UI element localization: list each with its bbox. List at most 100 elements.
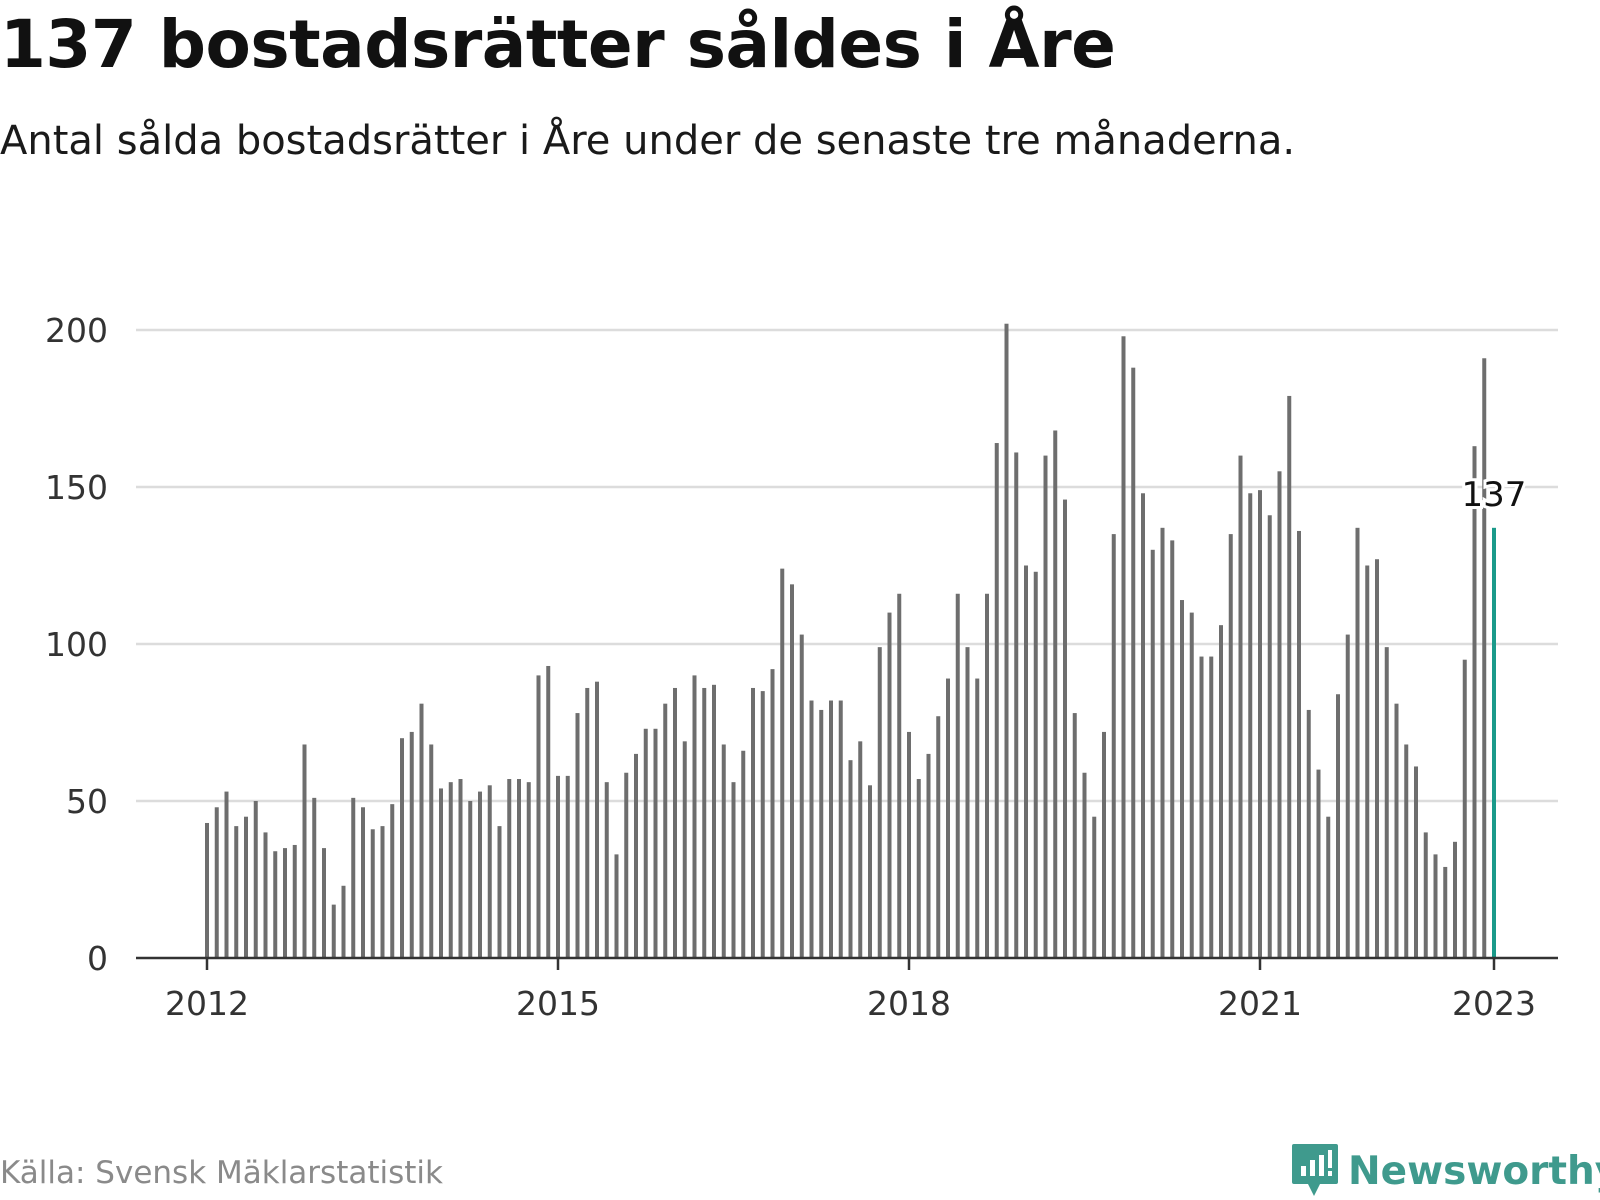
bar: [877, 647, 882, 958]
bar: [907, 731, 911, 958]
bar: [517, 779, 521, 958]
x-tick-label: 2015: [516, 984, 600, 1023]
x-tick-label: 2023: [1452, 984, 1536, 1023]
bar: [809, 700, 814, 958]
bar: [731, 782, 736, 958]
bar: [273, 851, 278, 958]
bar: [1199, 656, 1204, 958]
bar: [1404, 744, 1409, 958]
bar: [1160, 527, 1165, 958]
bar: [975, 678, 980, 958]
highlight-value-label: 137: [1462, 475, 1527, 515]
bar: [361, 807, 365, 958]
bar: [341, 885, 346, 958]
bar: [1082, 772, 1087, 958]
bar: [1150, 549, 1155, 958]
y-tick-label: 200: [45, 311, 108, 350]
bar: [380, 826, 385, 958]
bar: [253, 801, 258, 958]
bar: [790, 584, 794, 958]
bar: [419, 703, 424, 958]
y-tick-label: 100: [45, 625, 108, 664]
bar: [780, 568, 785, 958]
bar: [595, 681, 599, 958]
bar: [283, 848, 287, 958]
bar: [1053, 430, 1058, 959]
bar: [1316, 769, 1321, 958]
bar: [546, 665, 551, 958]
bar: [214, 807, 219, 958]
bar: [1384, 647, 1389, 958]
bar: [868, 785, 872, 958]
y-tick-labels: 0 50 100 150 200: [45, 311, 108, 978]
bar: [653, 728, 658, 958]
bar: [1433, 854, 1438, 958]
bar: [1111, 534, 1116, 958]
bar: [1219, 625, 1223, 958]
bar: [1345, 634, 1350, 958]
bar: [663, 703, 668, 958]
bar-highlight: [1492, 527, 1496, 958]
bar: [829, 700, 833, 958]
bar: [1228, 534, 1233, 958]
bar: [565, 775, 570, 958]
bar: [721, 744, 726, 958]
bar: [916, 779, 921, 958]
bar: [897, 593, 902, 958]
y-tick-label: 0: [87, 939, 108, 978]
bar: [634, 753, 638, 958]
bar: [819, 709, 824, 958]
bar: [1472, 446, 1477, 958]
bar: [458, 779, 463, 958]
chart-subtitle: Antal sålda bostadsrätter i Åre under de…: [0, 118, 1296, 164]
bar: [1482, 358, 1487, 958]
bar: [799, 634, 804, 958]
bar: [478, 791, 482, 958]
chart-title: 137 bostadsrätter såldes i Åre: [0, 6, 1116, 83]
bar: [1063, 499, 1067, 958]
bar: [302, 744, 307, 958]
bar: [487, 785, 492, 958]
bar: [1355, 527, 1360, 958]
source-note: Källa: Svensk Mäklarstatistik: [0, 1155, 443, 1191]
bar: [838, 700, 843, 958]
bar: [1141, 493, 1145, 958]
bar: [536, 675, 541, 958]
bar: [1238, 455, 1243, 958]
bar: [1189, 612, 1194, 958]
bar: [682, 741, 687, 958]
bar: [858, 741, 863, 958]
bar: [556, 775, 560, 958]
newsworthy-logo[interactable]: Newsworthy: [1290, 1142, 1600, 1200]
bar: [400, 738, 404, 958]
bar: [751, 687, 755, 958]
bar: [439, 788, 443, 958]
speech-bubble-chart-icon: [1292, 1144, 1338, 1196]
bar: [468, 801, 473, 958]
bar: [887, 612, 892, 958]
bar: [575, 713, 580, 958]
bar: [429, 744, 434, 958]
bar: [1072, 713, 1077, 958]
bar: [1043, 455, 1048, 958]
bar: [497, 826, 502, 958]
y-tick-label: 150: [45, 468, 108, 507]
bar: [1326, 816, 1331, 958]
bar: [351, 797, 356, 958]
bar: [507, 779, 512, 958]
bar: [643, 728, 648, 958]
bar: [234, 826, 239, 958]
bar: [1375, 559, 1379, 958]
bar: [1258, 490, 1262, 958]
bar: [985, 593, 989, 958]
bar: [292, 844, 297, 958]
bar: [848, 760, 853, 958]
bar: [409, 731, 414, 958]
brand-name: Newsworthy: [1348, 1148, 1600, 1194]
bar: [1277, 471, 1282, 958]
bar: [955, 593, 960, 958]
bar: [1033, 571, 1038, 958]
bar: [1414, 766, 1418, 958]
bar: [1297, 530, 1301, 958]
